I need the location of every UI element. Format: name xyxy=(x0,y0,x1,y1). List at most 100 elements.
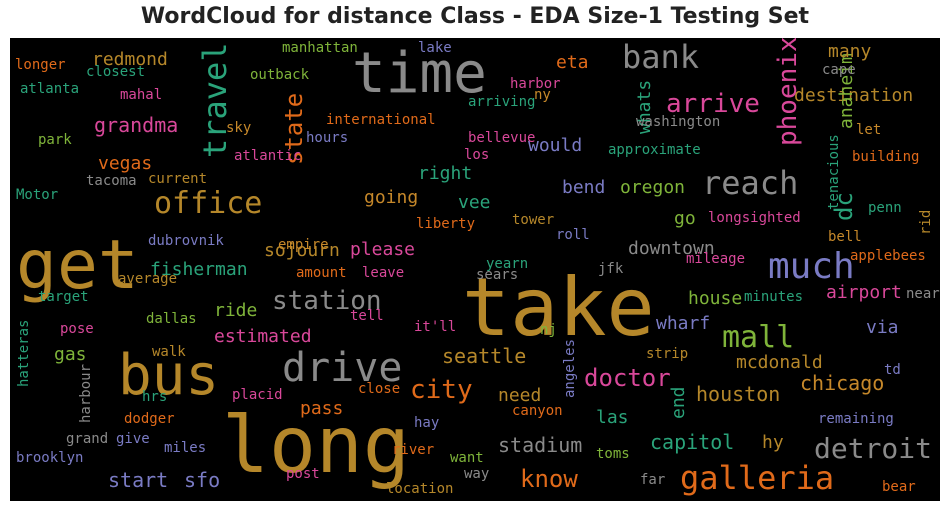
word-approximate: approximate xyxy=(608,142,701,158)
word-dc: dc xyxy=(830,192,858,221)
word-sky: sky xyxy=(226,120,251,136)
word-atlanta: atlanta xyxy=(20,81,79,97)
word-tell: tell xyxy=(350,308,384,324)
word-river: river xyxy=(392,442,434,458)
word-start: start xyxy=(108,468,168,492)
word-know: know xyxy=(520,465,578,493)
word-mileage: mileage xyxy=(686,251,745,267)
word-want: want xyxy=(450,450,484,466)
word-hatteras: hatteras xyxy=(16,320,32,387)
word-oregon: oregon xyxy=(620,177,685,198)
word-roll: roll xyxy=(556,227,590,243)
word-brooklyn: brooklyn xyxy=(16,450,83,466)
word-doctor: doctor xyxy=(584,364,671,392)
word-travel: travel xyxy=(196,42,234,158)
word-city: city xyxy=(410,375,473,405)
word-pose: pose xyxy=(60,321,94,337)
word-rid: rid xyxy=(918,210,934,235)
word-give: give xyxy=(116,431,150,447)
word-pass: pass xyxy=(300,398,343,419)
word-manhattan: manhattan xyxy=(282,40,358,56)
word-harbour: harbour xyxy=(78,364,94,423)
word-park: park xyxy=(38,132,72,148)
word-miles: miles xyxy=(164,440,206,456)
word-end: end xyxy=(668,386,689,419)
word-ride: ride xyxy=(214,300,257,321)
word-detroit: detroit xyxy=(814,432,932,465)
word-take: take xyxy=(462,261,655,354)
word-arriving: arriving xyxy=(468,94,535,110)
word-toms: toms xyxy=(596,446,630,462)
word-target: target xyxy=(38,289,89,305)
wordcloud-words: take long get time bus drive much reach travel ga… xyxy=(15,38,940,497)
word-hrs: hrs xyxy=(142,389,167,405)
word-galleria: galleria xyxy=(680,459,834,497)
word-bank: bank xyxy=(622,38,699,76)
word-minutes: minutes xyxy=(744,289,803,305)
word-hay: hay xyxy=(414,415,439,431)
word-station: station xyxy=(272,286,382,316)
word-remaining: remaining xyxy=(818,411,894,427)
word-building: building xyxy=(852,149,919,165)
word-wharf: wharf xyxy=(656,313,710,334)
word-go: go xyxy=(674,208,696,229)
word-dodger: dodger xyxy=(124,411,175,427)
word-angeles: angeles xyxy=(562,339,578,398)
word-state: state xyxy=(280,93,308,165)
word-sfo: sfo xyxy=(184,468,220,492)
word-bear: bear xyxy=(882,479,916,495)
word-close: close xyxy=(358,381,400,397)
word-los: los xyxy=(464,147,489,163)
word-nearest: nearest xyxy=(906,286,940,302)
word-redmond: redmond xyxy=(92,49,168,70)
word-drive: drive xyxy=(282,345,402,391)
word-get: get xyxy=(16,226,139,305)
word-anaheim: anaheim xyxy=(836,53,857,129)
word-need: need xyxy=(498,385,541,406)
word-liberty: liberty xyxy=(416,216,475,232)
word-placid: placid xyxy=(232,387,283,403)
word-amount: amount xyxy=(296,265,347,281)
word-whats: whats xyxy=(634,80,655,134)
word-bellevue: bellevue xyxy=(468,130,535,146)
word-leave: leave xyxy=(362,265,404,281)
word-current: current xyxy=(148,171,207,187)
word-vegas: vegas xyxy=(98,153,152,174)
word-sears: sears xyxy=(476,267,518,283)
word-arrive: arrive xyxy=(666,89,760,119)
word-estimated: estimated xyxy=(214,326,312,347)
word-longer: longer xyxy=(15,57,66,73)
word-mahal: mahal xyxy=(120,87,162,103)
word-hours: hours xyxy=(306,130,348,146)
word-vee: vee xyxy=(458,192,491,213)
word-applebees: applebees xyxy=(850,248,926,264)
word-bus: bus xyxy=(118,343,219,408)
word-mall: mall xyxy=(722,320,794,355)
word-outback: outback xyxy=(250,67,310,83)
word-washington: washington xyxy=(636,114,720,130)
word-atlantic: atlantic xyxy=(234,148,301,164)
word-average: average xyxy=(118,271,177,287)
word-house: house xyxy=(688,288,742,309)
word-bend: bend xyxy=(562,177,605,198)
word-empire: empire xyxy=(278,237,329,253)
word-international: international xyxy=(326,112,436,128)
word-mcdonald: mcdonald xyxy=(736,352,823,373)
word-walk: walk xyxy=(152,344,186,360)
word-dubrovnik: dubrovnik xyxy=(148,233,224,249)
word-tenacious: tenacious xyxy=(826,134,842,210)
word-let: let xyxy=(856,122,881,138)
word-tacoma: tacoma xyxy=(86,173,137,189)
word-penn: penn xyxy=(868,200,902,216)
word-seattle: seattle xyxy=(442,344,526,368)
word-please: please xyxy=(350,239,415,260)
word-tower: tower xyxy=(512,212,554,228)
word-many: many xyxy=(828,41,872,62)
word-fisherman: fisherman xyxy=(150,259,248,280)
word-closest: closest xyxy=(86,64,145,80)
word-office: office xyxy=(154,186,262,221)
word-far: far xyxy=(640,472,665,488)
word-would: would xyxy=(528,135,582,156)
word-airport: airport xyxy=(826,282,902,303)
word-going: going xyxy=(364,187,418,208)
